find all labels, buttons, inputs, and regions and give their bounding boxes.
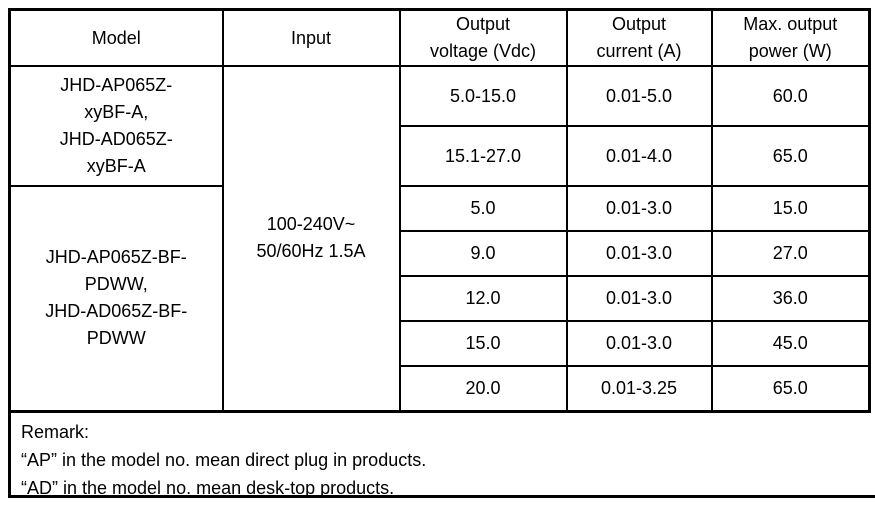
cell-output-voltage: 20.0 (398, 365, 568, 412)
header-output-voltage: Output voltage (Vdc) (398, 8, 568, 67)
header-line: Output (611, 14, 667, 34)
cell-output-voltage: 9.0 (398, 230, 568, 277)
table-row: JHD-AP065Z- xyBF-A, JHD-AD065Z- xyBF-A 1… (8, 65, 871, 412)
header-input: Input (221, 8, 401, 67)
cell-output-voltage: 5.0 (398, 185, 568, 232)
header-model: Model (8, 8, 224, 67)
cell-output-current: 0.01-3.0 (565, 320, 713, 367)
cell-output-current: 0.01-4.0 (565, 125, 713, 187)
table-row: 20.0 0.01-3.25 65.0 (10, 365, 871, 412)
input-line: 50/60Hz 1.5A (256, 241, 366, 262)
model-group-2-cell: JHD-AP065Z-BF- PDWW, JHD-AD065Z-BF- PDWW (8, 185, 224, 412)
table-row: 12.0 0.01-3.0 36.0 (10, 275, 871, 322)
model-name-line: JHD-AD065Z-BF- (45, 301, 188, 322)
model-name-line: xyBF-A, (84, 102, 149, 122)
remark-line-ap: “AP” in the model no. mean direct plug i… (21, 449, 427, 470)
model-name-line: xyBF-A (86, 156, 146, 176)
cell-max-power: 36.0 (710, 275, 871, 322)
cell-max-power: 60.0 (710, 65, 871, 127)
header-line: voltage (Vdc) (429, 41, 537, 61)
cell-output-current: 0.01-3.0 (565, 185, 713, 232)
header-line: power (W) (748, 41, 832, 61)
input-line: 100-240V~ (266, 214, 356, 235)
cell-output-current: 0.01-3.0 (565, 275, 713, 322)
header-row: Model Input Output voltage (Vdc) Output … (8, 8, 871, 67)
cell-max-power: 27.0 (710, 230, 871, 277)
model-name-line: PDWW (86, 328, 146, 349)
cell-max-power: 65.0 (710, 365, 871, 412)
cell-output-voltage: 5.0-15.0 (398, 65, 568, 127)
cell-output-current: 0.01-3.0 (565, 230, 713, 277)
remark-title: Remark: (21, 421, 90, 442)
remark-section: Remark: “AP” in the model no. mean direc… (8, 412, 875, 498)
header-line: current (A) (596, 41, 682, 61)
model-name-line: JHD-AP065Z- (60, 75, 173, 95)
power-spec-table: Model Input Output voltage (Vdc) Output … (8, 8, 871, 413)
table-row: 15.1-27.0 0.01-4.0 65.0 (10, 125, 871, 187)
cell-max-power: 45.0 (710, 320, 871, 367)
table-row: 9.0 0.01-3.0 27.0 (10, 230, 871, 277)
spec-table-block: Model Input Output voltage (Vdc) Output … (8, 8, 875, 498)
cell-max-power: 65.0 (710, 125, 871, 187)
cell-output-current: 0.01-5.0 (565, 65, 713, 127)
cell-output-voltage: 15.1-27.0 (398, 125, 568, 187)
model-name-line: PDWW, (84, 274, 148, 295)
cell-max-power: 15.0 (710, 185, 871, 232)
input-cell: 100-240V~ 50/60Hz 1.5A (221, 65, 401, 412)
header-output-current: Output current (A) (565, 8, 713, 67)
header-max-power: Max. output power (W) (710, 8, 871, 67)
table-row: 15.0 0.01-3.0 45.0 (10, 320, 871, 367)
remark-line-ad: “AD” in the model no. mean desk-top prod… (21, 477, 395, 498)
cell-output-voltage: 15.0 (398, 320, 568, 367)
header-line: Max. output (743, 14, 838, 34)
model-name-line: JHD-AD065Z- (59, 129, 173, 149)
model-group-1-cell: JHD-AP065Z- xyBF-A, JHD-AD065Z- xyBF-A (8, 65, 224, 187)
cell-output-voltage: 12.0 (398, 275, 568, 322)
cell-output-current: 0.01-3.25 (565, 365, 713, 412)
header-line: Output (455, 14, 511, 34)
table-row: JHD-AP065Z-BF- PDWW, JHD-AD065Z-BF- PDWW… (8, 185, 871, 412)
model-name-line: JHD-AP065Z-BF- (45, 247, 187, 268)
